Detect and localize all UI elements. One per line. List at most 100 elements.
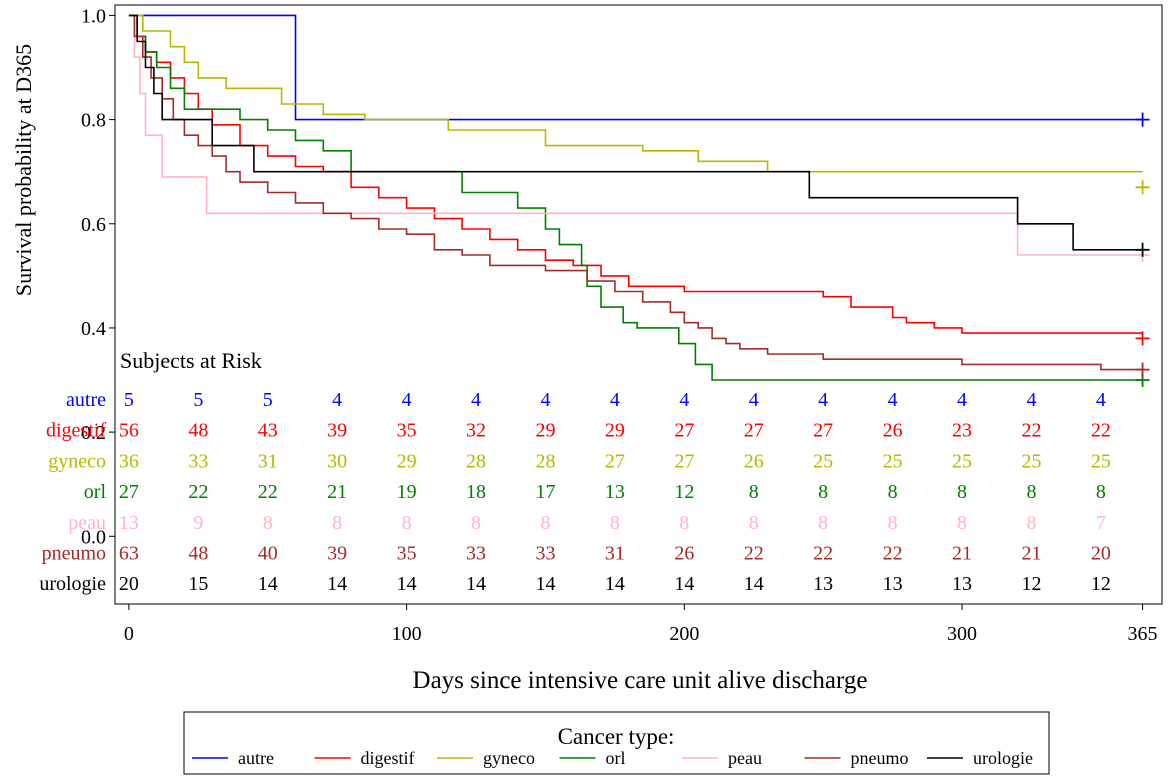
x-tick-label: 300 [947,623,977,645]
risk-row-label-pneumo: pneumo [42,543,106,565]
risk-count: 22 [1091,420,1111,442]
risk-count: 4 [540,389,550,411]
risk-count: 22 [1021,420,1041,442]
y-tick-label: 0.8 [81,110,106,132]
risk-count: 43 [258,420,278,442]
risk-count: 8 [957,512,967,534]
risk-count: 4 [402,389,412,411]
curve-urologie [128,14,1143,251]
risk-count: 27 [674,450,694,472]
risk-count: 29 [605,420,625,442]
risk-count: 9 [193,512,203,534]
risk-count: 4 [332,389,342,411]
legend: Cancer type: autre digestif gyneco orl peau p… [183,711,1050,775]
risk-count: 33 [466,543,486,565]
risk-count: 14 [327,573,347,595]
risk-count: 33 [188,450,208,472]
x-tick-label: 0 [124,623,134,645]
risk-count: 13 [883,573,903,595]
risk-count: 4 [818,389,828,411]
risk-count: 33 [535,543,555,565]
risk-count: 4 [888,389,898,411]
x-axis: 0 100 200 300 365 [124,604,1158,645]
y-tick-label: 0.0 [81,526,106,548]
censor-mark-urologie [1135,242,1150,257]
risk-count: 32 [466,420,486,442]
risk-count: 25 [883,450,903,472]
x-tick-label: 365 [1128,623,1158,645]
curve-orl [128,14,1143,381]
risk-count: 15 [188,573,208,595]
risk-count: 14 [674,573,694,595]
risk-count: 14 [397,573,417,595]
risk-count: 4 [1096,389,1106,411]
risk-row-label-orl: orl [84,481,107,503]
risk-count: 31 [605,543,625,565]
risk-row-label-urologie: urologie [39,573,106,595]
risk-count: 14 [605,573,625,595]
risk-count: 22 [813,543,833,565]
legend-label-orl: orl [606,748,626,768]
risk-count: 8 [332,512,342,534]
risk-count: 4 [957,389,967,411]
risk-count: 4 [749,389,759,411]
risk-count: 8 [540,512,550,534]
risk-count: 36 [119,450,139,472]
censor-mark-autre [1135,112,1150,127]
risk-count: 8 [818,481,828,503]
risk-count: 27 [674,420,694,442]
risk-count: 12 [1021,573,1041,595]
risk-row-label-autre: autre [66,389,106,411]
risk-count: 63 [119,543,139,565]
risk-table-title: Subjects at Risk [120,348,262,373]
risk-count: 8 [610,512,620,534]
risk-count: 8 [1026,512,1036,534]
risk-count: 14 [466,573,486,595]
curve-peau [128,14,1143,256]
curve-digestif [128,14,1143,334]
risk-count: 22 [744,543,764,565]
risk-count: 39 [327,543,347,565]
risk-count: 31 [258,450,278,472]
x-tick-label: 100 [392,623,422,645]
risk-count: 20 [119,573,139,595]
risk-count: 26 [744,450,764,472]
censor-mark-pneumo [1135,362,1150,377]
risk-row-label-digestif: digestif [46,420,106,442]
curve-autre [128,14,1143,121]
risk-count: 8 [888,512,898,534]
risk-count: 27 [744,420,764,442]
risk-count: 35 [397,420,417,442]
risk-count: 5 [263,389,273,411]
y-tick-label: 0.4 [81,318,106,340]
legend-label-digestif: digestif [361,748,415,768]
risk-count: 25 [1091,450,1111,472]
legend-box [183,711,1050,775]
legend-label-gyneco: gyneco [483,748,535,768]
risk-count: 4 [610,389,620,411]
curve-gyneco [128,14,1143,173]
risk-count: 26 [883,420,903,442]
risk-count: 48 [188,420,208,442]
risk-count: 12 [674,481,694,503]
x-tick-label: 200 [669,623,699,645]
legend-label-peau: peau [728,748,762,768]
risk-count: 8 [679,512,689,534]
y-tick-label: 0.6 [81,214,106,236]
y-tick-label: 1.0 [81,5,106,27]
risk-count: 8 [263,512,273,534]
censor-mark-digestif [1135,331,1150,346]
risk-count: 27 [119,481,139,503]
risk-count: 8 [818,512,828,534]
risk-count: 8 [1026,481,1036,503]
legend-items: autre digestif gyneco orl peau pneumo urologie [192,748,1033,768]
risk-count: 20 [1091,543,1111,565]
risk-count: 48 [188,543,208,565]
censor-marks [1135,112,1150,388]
risk-count: 8 [1096,481,1106,503]
risk-count: 22 [188,481,208,503]
legend-label-autre: autre [238,748,274,768]
risk-count: 14 [744,573,764,595]
plot-frame [114,4,1163,605]
